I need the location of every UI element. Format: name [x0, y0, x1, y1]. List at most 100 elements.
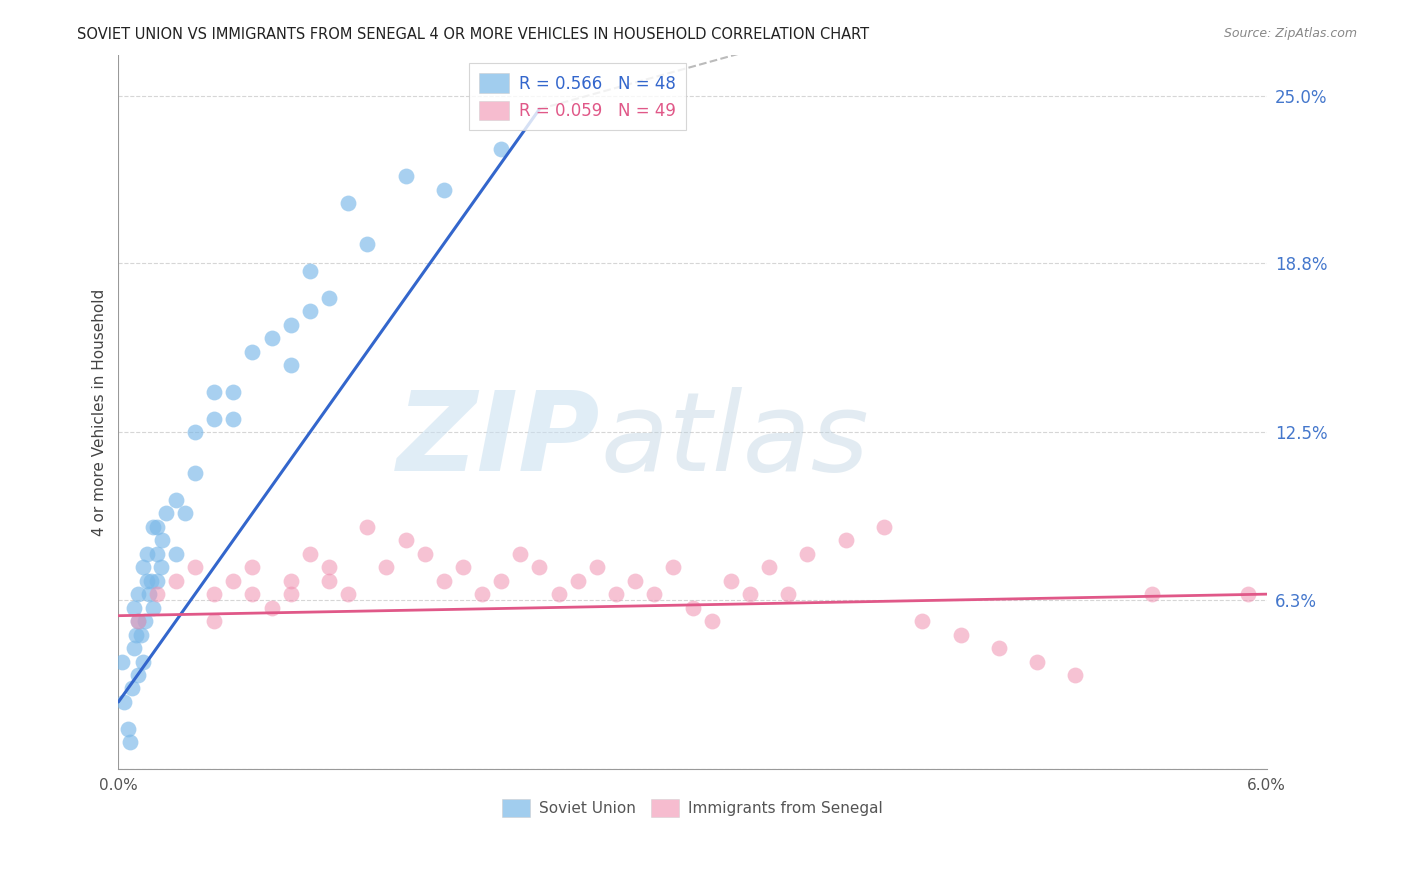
Point — [356, 520, 378, 534]
Point — [758, 560, 780, 574]
Point — [184, 425, 207, 440]
Point — [145, 587, 167, 601]
Point — [111, 655, 134, 669]
Point — [131, 627, 153, 641]
Point — [835, 533, 858, 548]
Legend: Soviet Union, Immigrants from Senegal: Soviet Union, Immigrants from Senegal — [494, 790, 891, 826]
Point — [1026, 655, 1049, 669]
Point — [260, 600, 283, 615]
Point — [152, 533, 174, 548]
Point — [413, 547, 436, 561]
Point — [145, 520, 167, 534]
Point — [242, 344, 264, 359]
Point — [122, 600, 145, 615]
Point — [139, 574, 162, 588]
Point — [337, 196, 360, 211]
Point — [624, 574, 647, 588]
Point — [165, 574, 187, 588]
Point — [155, 506, 177, 520]
Point — [112, 695, 135, 709]
Point — [242, 560, 264, 574]
Point — [142, 520, 165, 534]
Point — [202, 614, 225, 628]
Point — [280, 358, 302, 372]
Point — [260, 331, 283, 345]
Point — [121, 681, 143, 696]
Point — [132, 560, 155, 574]
Point — [122, 640, 145, 655]
Point — [134, 614, 156, 628]
Point — [796, 547, 818, 561]
Point — [643, 587, 665, 601]
Point — [318, 574, 340, 588]
Point — [145, 574, 167, 588]
Text: ZIP: ZIP — [398, 387, 600, 494]
Point — [222, 412, 245, 426]
Point — [174, 506, 197, 520]
Point — [987, 640, 1010, 655]
Point — [118, 735, 141, 749]
Point — [127, 668, 149, 682]
Point — [451, 560, 474, 574]
Point — [280, 318, 302, 332]
Point — [662, 560, 685, 574]
Point — [222, 384, 245, 399]
Point — [202, 384, 225, 399]
Point — [682, 600, 704, 615]
Point — [149, 560, 172, 574]
Point — [778, 587, 800, 601]
Text: Source: ZipAtlas.com: Source: ZipAtlas.com — [1223, 27, 1357, 40]
Point — [1236, 587, 1258, 601]
Text: atlas: atlas — [600, 387, 869, 494]
Point — [394, 169, 416, 184]
Point — [605, 587, 627, 601]
Point — [165, 492, 187, 507]
Point — [280, 587, 302, 601]
Point — [184, 466, 207, 480]
Point — [337, 587, 360, 601]
Point — [509, 547, 531, 561]
Point — [394, 533, 416, 548]
Point — [547, 587, 569, 601]
Point — [318, 560, 340, 574]
Point — [567, 574, 589, 588]
Point — [202, 412, 225, 426]
Point — [949, 627, 972, 641]
Point — [433, 574, 456, 588]
Point — [242, 587, 264, 601]
Point — [489, 574, 512, 588]
Point — [280, 574, 302, 588]
Point — [124, 627, 146, 641]
Point — [138, 587, 160, 601]
Point — [132, 655, 155, 669]
Point — [222, 574, 245, 588]
Point — [471, 587, 494, 601]
Point — [356, 236, 378, 251]
Point — [298, 547, 321, 561]
Point — [136, 547, 159, 561]
Point — [127, 587, 149, 601]
Point — [127, 614, 149, 628]
Point — [700, 614, 723, 628]
Point — [529, 560, 551, 574]
Point — [375, 560, 398, 574]
Point — [738, 587, 761, 601]
Point — [433, 183, 456, 197]
Point — [318, 291, 340, 305]
Point — [1140, 587, 1163, 601]
Point — [1064, 668, 1087, 682]
Point — [720, 574, 742, 588]
Point — [911, 614, 934, 628]
Y-axis label: 4 or more Vehicles in Household: 4 or more Vehicles in Household — [93, 289, 107, 536]
Point — [136, 574, 159, 588]
Point — [184, 560, 207, 574]
Point — [873, 520, 896, 534]
Text: SOVIET UNION VS IMMIGRANTS FROM SENEGAL 4 OR MORE VEHICLES IN HOUSEHOLD CORRELAT: SOVIET UNION VS IMMIGRANTS FROM SENEGAL … — [77, 27, 869, 42]
Point — [127, 614, 149, 628]
Point — [298, 304, 321, 318]
Point — [489, 143, 512, 157]
Point — [142, 600, 165, 615]
Point — [298, 264, 321, 278]
Point — [202, 587, 225, 601]
Point — [586, 560, 609, 574]
